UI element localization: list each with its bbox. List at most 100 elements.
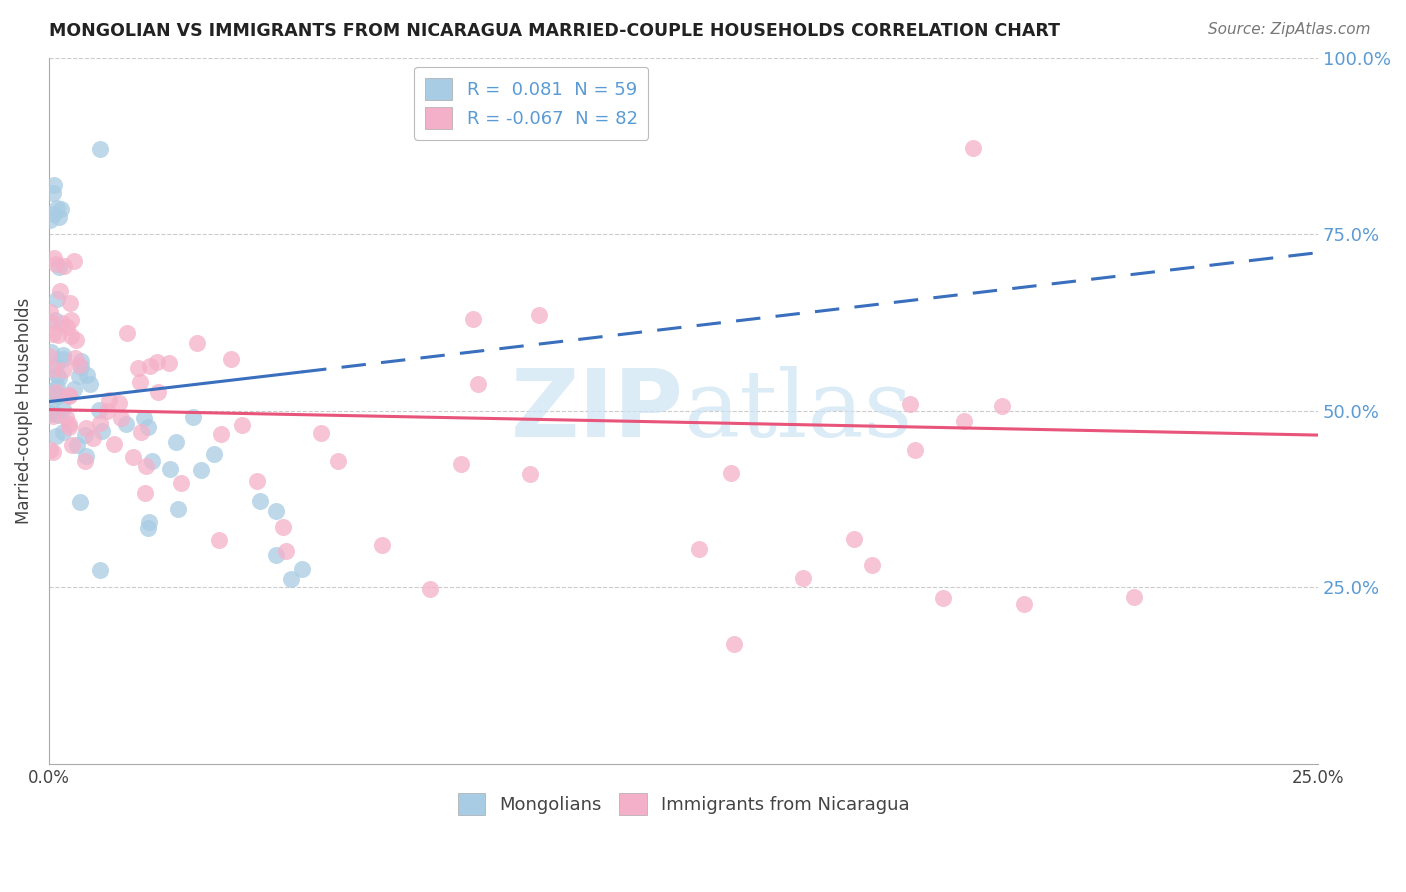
Point: [42, 326, 65, 341]
Point: [467, 377, 489, 392]
Point: [63, 351, 86, 366]
Point: [129, 375, 152, 389]
Point: [962, 141, 984, 155]
Point: [49, 387, 72, 401]
Point: [51, 316, 73, 330]
Point: [720, 466, 742, 480]
Point: [42, 251, 65, 265]
Point: [208, 533, 231, 547]
Point: [70, 360, 93, 375]
Point: [461, 311, 484, 326]
Point: [166, 501, 188, 516]
Point: [52, 259, 75, 273]
Point: [73, 453, 96, 467]
Point: [46, 293, 69, 307]
Point: [42, 445, 65, 459]
Point: [55, 410, 77, 425]
Point: [46, 389, 69, 403]
Point: [79, 377, 101, 392]
Point: [688, 542, 710, 557]
Text: Source: ZipAtlas.com: Source: ZipAtlas.com: [1208, 22, 1371, 37]
Point: [419, 582, 441, 596]
Point: [134, 485, 156, 500]
Point: [48, 260, 70, 274]
Point: [59, 313, 82, 327]
Point: [76, 368, 98, 383]
Point: [138, 521, 160, 535]
Point: [44, 312, 66, 326]
Point: [58, 388, 80, 402]
Point: [264, 504, 287, 518]
Point: [58, 420, 80, 434]
Point: [73, 428, 96, 442]
Point: [67, 368, 90, 383]
Point: [45, 202, 67, 216]
Point: [58, 417, 80, 431]
Point: [952, 414, 974, 428]
Point: [370, 537, 392, 551]
Point: [148, 385, 170, 400]
Point: [42, 362, 65, 376]
Point: [844, 533, 866, 547]
Point: [129, 425, 152, 439]
Point: [209, 426, 232, 441]
Point: [52, 351, 75, 366]
Point: [38, 305, 60, 319]
Point: [159, 462, 181, 476]
Point: [39, 345, 62, 359]
Point: [56, 320, 79, 334]
Y-axis label: Married-couple Households: Married-couple Households: [15, 298, 32, 524]
Point: [246, 474, 269, 488]
Point: [39, 443, 62, 458]
Point: [103, 436, 125, 450]
Point: [170, 475, 193, 490]
Point: [58, 389, 80, 403]
Point: [41, 393, 63, 408]
Point: [49, 285, 72, 299]
Point: [42, 409, 65, 423]
Point: [135, 458, 157, 473]
Point: [59, 295, 82, 310]
Point: [1012, 598, 1035, 612]
Point: [249, 494, 271, 508]
Point: [157, 355, 180, 369]
Point: [309, 425, 332, 440]
Point: [145, 355, 167, 369]
Point: [46, 327, 69, 342]
Point: [52, 402, 75, 417]
Point: [117, 326, 139, 340]
Point: [141, 454, 163, 468]
Point: [860, 558, 883, 573]
Point: [38, 349, 60, 363]
Point: [39, 213, 62, 227]
Point: [519, 467, 541, 481]
Point: [115, 417, 138, 431]
Point: [96, 404, 118, 418]
Point: [45, 257, 67, 271]
Point: [1123, 590, 1146, 604]
Point: [527, 308, 550, 322]
Point: [48, 210, 70, 224]
Point: [52, 363, 75, 377]
Point: [904, 442, 927, 457]
Point: [264, 548, 287, 562]
Point: [181, 409, 204, 424]
Point: [723, 637, 745, 651]
Point: [52, 348, 75, 362]
Point: [45, 385, 67, 400]
Point: [42, 387, 65, 401]
Point: [89, 143, 111, 157]
Point: [39, 407, 62, 421]
Point: [66, 437, 89, 451]
Point: [132, 410, 155, 425]
Point: [38, 405, 60, 419]
Point: [51, 202, 73, 217]
Point: [450, 457, 472, 471]
Point: [75, 421, 97, 435]
Point: [898, 397, 921, 411]
Text: ZIP: ZIP: [510, 365, 683, 457]
Point: [127, 361, 149, 376]
Point: [165, 434, 187, 449]
Point: [202, 447, 225, 461]
Point: [932, 591, 955, 606]
